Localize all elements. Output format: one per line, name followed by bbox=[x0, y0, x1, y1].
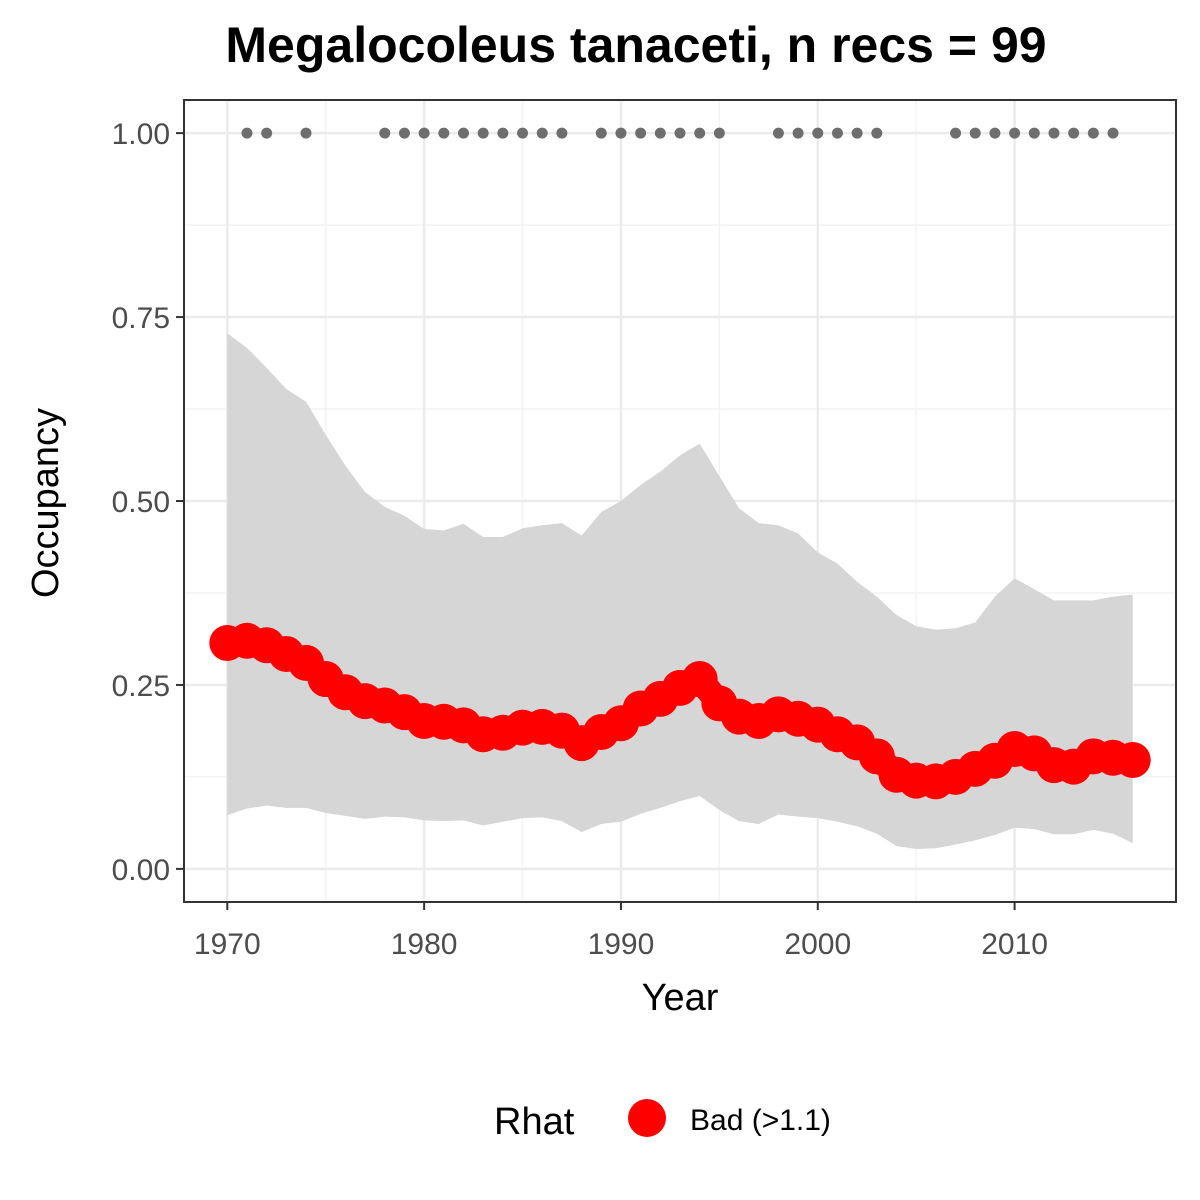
y-tick-label: 0.75 bbox=[112, 302, 170, 335]
occupancy-series bbox=[209, 622, 1151, 800]
legend-key-bad bbox=[628, 1099, 666, 1137]
x-tick-label: 1970 bbox=[194, 928, 261, 961]
record-marker bbox=[772, 127, 784, 139]
legend-title: Rhat bbox=[494, 1101, 575, 1143]
y-axis-title: Occupancy bbox=[25, 408, 67, 598]
record-marker bbox=[477, 127, 489, 139]
record-marker bbox=[615, 127, 627, 139]
record-marker bbox=[812, 127, 824, 139]
x-tick-label: 1980 bbox=[391, 928, 458, 961]
record-marker bbox=[457, 127, 469, 139]
occupancy-point bbox=[681, 661, 718, 698]
record-marker bbox=[497, 127, 509, 139]
occupancy-point bbox=[1114, 741, 1151, 778]
record-marker bbox=[1009, 127, 1021, 139]
record-marker bbox=[517, 127, 529, 139]
record-marker bbox=[851, 127, 863, 139]
x-tick-label: 1990 bbox=[588, 928, 655, 961]
record-marker bbox=[438, 127, 450, 139]
y-tick-label: 1.00 bbox=[112, 118, 170, 151]
axes: 1970 1980 1990 2000 2010 0.00 0.25 0.50 0.75 1.00 bbox=[112, 118, 1048, 961]
record-marker bbox=[674, 127, 686, 139]
y-tick-label: 0.25 bbox=[112, 670, 170, 703]
record-marker bbox=[398, 127, 410, 139]
record-marker bbox=[536, 127, 548, 139]
record-marker bbox=[713, 127, 725, 139]
record-marker bbox=[241, 127, 253, 139]
legend: Rhat Bad (>1.1) bbox=[494, 1099, 831, 1143]
record-marker bbox=[300, 127, 312, 139]
record-marker bbox=[694, 127, 706, 139]
record-markers bbox=[241, 127, 1119, 139]
record-marker bbox=[969, 127, 981, 139]
legend-label-bad: Bad (>1.1) bbox=[690, 1104, 831, 1137]
record-marker bbox=[418, 127, 430, 139]
record-marker bbox=[792, 127, 804, 139]
x-tick-label: 2000 bbox=[784, 928, 851, 961]
y-tick-label: 0.00 bbox=[112, 854, 170, 887]
record-marker bbox=[1068, 127, 1080, 139]
chart-title: Megalocoleus tanaceti, n recs = 99 bbox=[225, 17, 1046, 73]
record-marker bbox=[831, 127, 843, 139]
x-axis-title: Year bbox=[642, 977, 719, 1019]
record-marker bbox=[871, 127, 883, 139]
record-marker bbox=[635, 127, 647, 139]
record-marker bbox=[595, 127, 607, 139]
record-marker bbox=[950, 127, 962, 139]
record-marker bbox=[1107, 127, 1119, 139]
record-marker bbox=[989, 127, 1001, 139]
record-marker bbox=[1048, 127, 1060, 139]
record-marker bbox=[1028, 127, 1040, 139]
record-marker bbox=[379, 127, 391, 139]
record-marker bbox=[1087, 127, 1099, 139]
y-tick-label: 0.50 bbox=[112, 486, 170, 519]
record-marker bbox=[261, 127, 273, 139]
record-marker bbox=[654, 127, 666, 139]
record-marker bbox=[556, 127, 568, 139]
x-tick-label: 2010 bbox=[981, 928, 1048, 961]
